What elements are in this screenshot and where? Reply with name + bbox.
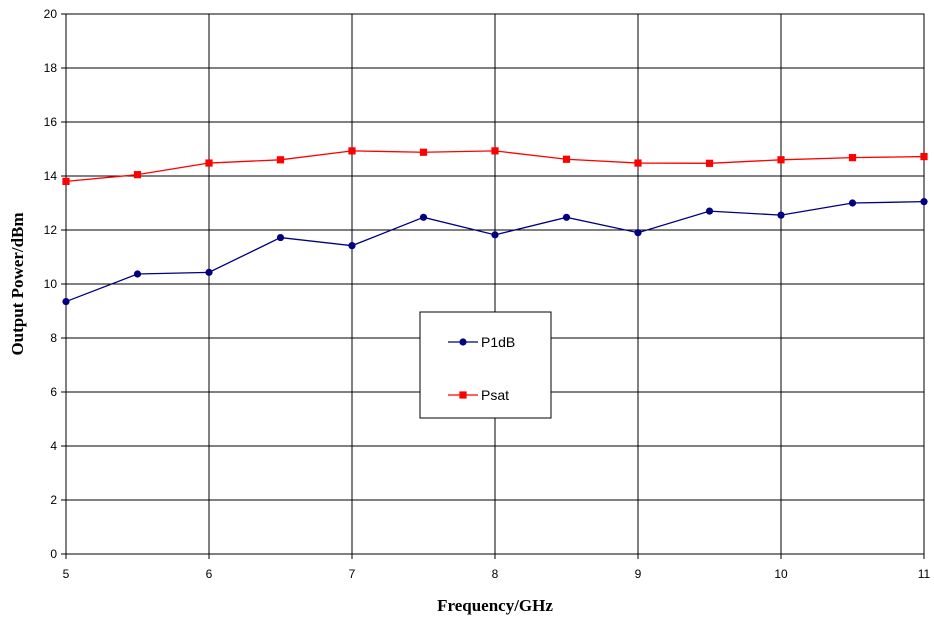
y-tick-label: 2 xyxy=(50,493,57,507)
data-point xyxy=(705,207,714,215)
y-tick-label: 0 xyxy=(50,547,57,561)
y-tick-label: 14 xyxy=(44,169,58,183)
x-tick-label: 10 xyxy=(774,567,788,581)
x-tick-label: 11 xyxy=(918,567,931,581)
data-point xyxy=(348,147,356,155)
data-point xyxy=(348,242,356,250)
series-psat xyxy=(62,147,928,185)
data-point xyxy=(848,199,857,207)
series-p1db xyxy=(62,198,928,306)
data-point xyxy=(920,152,928,161)
y-tick-label: 8 xyxy=(50,331,57,345)
data-point xyxy=(777,211,785,219)
data-point xyxy=(276,156,285,164)
y-tick-label: 20 xyxy=(44,7,58,21)
y-tick-label: 4 xyxy=(50,439,57,453)
y-tick-label: 10 xyxy=(44,277,58,291)
legend-label: P1dB xyxy=(481,334,515,350)
legend-item-psat: Psat xyxy=(448,387,509,403)
data-point xyxy=(562,155,571,163)
x-tick-label: 7 xyxy=(349,567,356,581)
data-point xyxy=(777,156,785,164)
y-tick-label: 6 xyxy=(50,385,57,399)
data-point xyxy=(419,148,428,156)
x-axis-title: Frequency/GHz xyxy=(437,596,553,615)
data-point xyxy=(133,270,142,278)
x-tick-label: 5 xyxy=(63,567,70,581)
y-tick-label: 16 xyxy=(44,115,58,129)
data-point xyxy=(491,231,499,239)
x-tick-label: 8 xyxy=(492,567,499,581)
legend-box xyxy=(419,311,552,419)
grid xyxy=(65,13,925,555)
y-tick-label: 12 xyxy=(44,223,58,237)
data-point xyxy=(133,171,142,179)
legend-marker xyxy=(459,338,467,346)
data-point xyxy=(491,147,499,155)
data-point xyxy=(62,297,70,306)
legend-marker xyxy=(459,391,467,399)
data-point xyxy=(920,198,928,206)
data-point xyxy=(705,159,714,167)
y-axis-title: Output Power/dBm xyxy=(8,212,27,355)
data-point xyxy=(205,268,213,276)
data-point xyxy=(848,154,857,162)
x-tick-label: 9 xyxy=(635,567,642,581)
data-point xyxy=(62,177,70,185)
data-point xyxy=(562,213,571,221)
x-tick-label: 6 xyxy=(206,567,213,581)
y-axis: 0 2 4 6 8 10 12 14 16 18 20 xyxy=(44,7,66,561)
data-point xyxy=(276,233,285,242)
x-axis: 5 6 7 8 9 10 11 xyxy=(63,554,931,581)
data-point xyxy=(419,213,428,221)
legend: P1dB Psat xyxy=(419,311,552,419)
data-point xyxy=(634,159,642,167)
data-point xyxy=(634,229,642,237)
legend-label: Psat xyxy=(481,387,509,403)
y-tick-label: 18 xyxy=(44,61,58,75)
legend-item-p1db: P1dB xyxy=(448,334,515,350)
data-point xyxy=(205,159,213,167)
series-layer xyxy=(62,147,928,306)
